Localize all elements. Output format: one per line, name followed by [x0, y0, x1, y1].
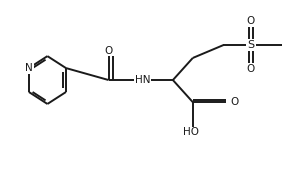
Text: O: O [247, 16, 255, 26]
Text: N: N [25, 63, 33, 73]
Text: O: O [230, 97, 238, 107]
Text: HO: HO [183, 128, 199, 137]
Text: S: S [247, 40, 255, 50]
Text: O: O [247, 64, 255, 74]
Text: O: O [105, 46, 113, 56]
Text: HN: HN [135, 75, 150, 85]
